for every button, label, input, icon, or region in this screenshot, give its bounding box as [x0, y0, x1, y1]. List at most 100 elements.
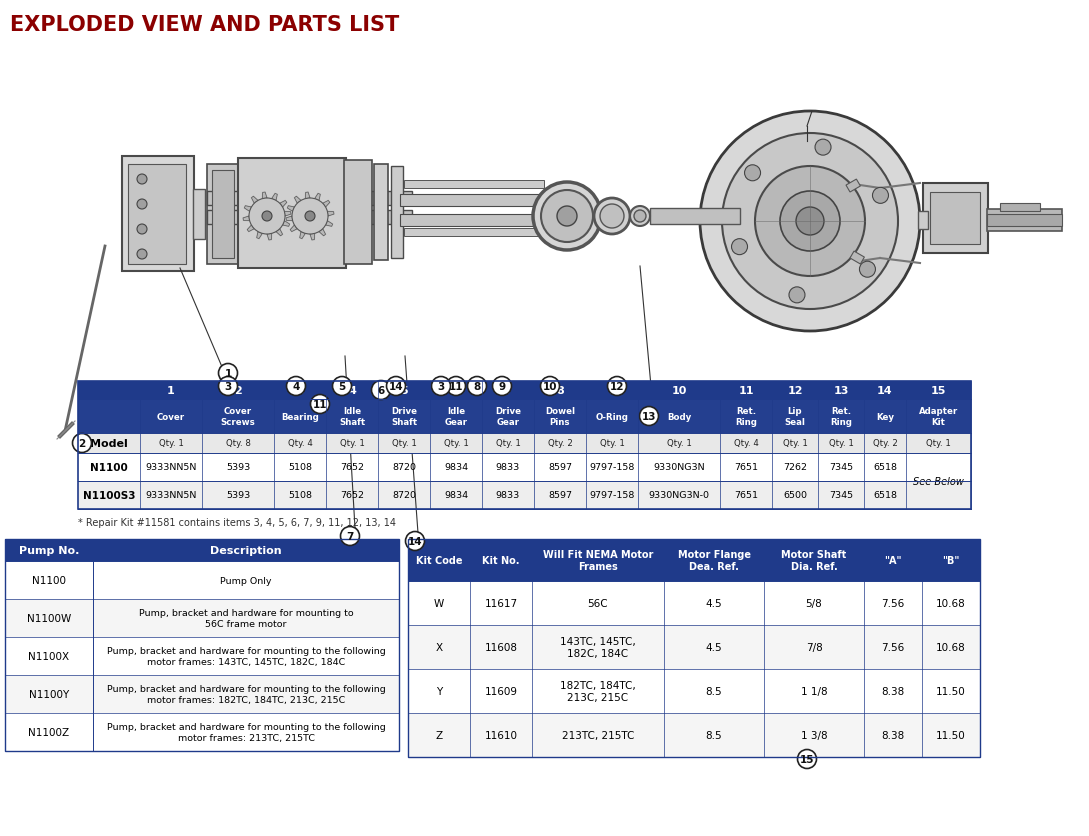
Circle shape [292, 199, 328, 235]
Text: Qty. 1: Qty. 1 [443, 439, 468, 448]
Bar [5, 539, 399, 561]
Text: 5: 5 [400, 385, 407, 395]
Circle shape [371, 381, 391, 400]
Bar [408, 539, 980, 581]
Text: 7.56: 7.56 [881, 599, 905, 609]
Polygon shape [294, 197, 301, 204]
Text: W: W [433, 599, 444, 609]
Bar [408, 713, 980, 757]
Circle shape [387, 377, 405, 396]
Circle shape [137, 225, 147, 235]
Text: Description: Description [210, 545, 282, 555]
Polygon shape [286, 217, 293, 222]
Text: 6: 6 [378, 385, 384, 395]
Text: Kit Code: Kit Code [416, 555, 462, 565]
Text: Idle
Shaft: Idle Shaft [339, 406, 365, 426]
Text: X: X [436, 642, 442, 652]
Bar [78, 400, 971, 434]
Bar [1000, 204, 1040, 212]
Text: N1100Y: N1100Y [29, 689, 69, 699]
Circle shape [262, 212, 272, 222]
Text: Qty. 1: Qty. 1 [159, 439, 183, 448]
Bar [207, 211, 412, 225]
Text: Qty. 8: Qty. 8 [225, 439, 250, 448]
Text: 56C: 56C [588, 599, 609, 609]
Text: 13: 13 [833, 385, 848, 395]
Text: 15: 15 [799, 754, 815, 764]
Text: 7.56: 7.56 [881, 642, 905, 652]
Text: 1 3/8: 1 3/8 [800, 730, 828, 740]
Text: 9797-158: 9797-158 [589, 491, 635, 500]
Text: 11: 11 [738, 385, 754, 395]
Text: 7: 7 [504, 385, 512, 395]
Circle shape [73, 434, 91, 453]
Text: 6518: 6518 [873, 491, 897, 500]
Text: 9833: 9833 [495, 491, 521, 500]
Text: 5393: 5393 [225, 463, 250, 472]
Text: 7/8: 7/8 [806, 642, 822, 652]
Text: 10.68: 10.68 [937, 599, 966, 609]
Polygon shape [310, 234, 315, 241]
Text: 8.38: 8.38 [881, 730, 905, 740]
Bar [78, 381, 971, 400]
Polygon shape [287, 206, 294, 212]
Text: "B": "B" [942, 555, 959, 565]
Bar [193, 190, 205, 240]
Text: 9333NN5N: 9333NN5N [145, 491, 197, 500]
Circle shape [492, 377, 512, 396]
Text: Qty. 4: Qty. 4 [287, 439, 313, 448]
Bar [391, 167, 403, 258]
Text: Key: Key [876, 412, 894, 421]
Bar [408, 669, 980, 713]
Text: 5108: 5108 [287, 491, 313, 500]
Polygon shape [247, 226, 254, 232]
Text: Z: Z [436, 730, 442, 740]
Text: 1: 1 [224, 369, 232, 379]
Polygon shape [282, 222, 290, 227]
Circle shape [788, 288, 805, 303]
Bar [404, 229, 544, 237]
Text: Ret.
Ring: Ret. Ring [830, 406, 852, 426]
Bar [408, 539, 980, 757]
Text: Ret.
Ring: Ret. Ring [735, 406, 757, 426]
Text: Dowel
Pins: Dowel Pins [544, 406, 575, 426]
Bar [5, 561, 399, 599]
Text: Body: Body [666, 412, 692, 421]
Text: 8597: 8597 [548, 463, 572, 472]
Circle shape [137, 250, 147, 260]
Text: 5: 5 [339, 381, 345, 391]
Text: 5108: 5108 [287, 463, 313, 472]
Polygon shape [315, 194, 320, 201]
Text: Drive
Shaft: Drive Shaft [391, 406, 417, 426]
Bar [923, 184, 988, 253]
Text: 6500: 6500 [783, 491, 807, 500]
Text: 9330NG3N: 9330NG3N [653, 463, 705, 472]
Text: Qty. 1: Qty. 1 [829, 439, 854, 448]
Text: 9333NN5N: 9333NN5N [145, 463, 197, 472]
Circle shape [608, 377, 626, 396]
Circle shape [540, 377, 560, 396]
Text: See Below: See Below [913, 477, 964, 487]
Text: Qty. 1: Qty. 1 [783, 439, 807, 448]
Text: 7345: 7345 [829, 463, 853, 472]
Text: Qty. 1: Qty. 1 [340, 439, 365, 448]
Circle shape [431, 377, 451, 396]
Polygon shape [319, 229, 326, 237]
Text: 7651: 7651 [734, 491, 758, 500]
Polygon shape [276, 229, 282, 237]
Circle shape [310, 395, 330, 414]
Text: Idle
Gear: Idle Gear [444, 406, 467, 426]
Text: 8720: 8720 [392, 463, 416, 472]
Text: O-Ring: O-Ring [596, 412, 628, 421]
Text: Qty. 2: Qty. 2 [872, 439, 897, 448]
Bar [78, 482, 971, 509]
Bar [400, 195, 550, 206]
Text: Motor Flange
Dea. Ref.: Motor Flange Dea. Ref. [677, 549, 750, 571]
Text: 9834: 9834 [444, 463, 468, 472]
Circle shape [467, 377, 487, 396]
Circle shape [722, 134, 898, 309]
Text: 3: 3 [296, 385, 304, 395]
Bar [918, 212, 928, 230]
Bar [404, 181, 544, 189]
Text: Qty. 1: Qty. 1 [666, 439, 692, 448]
